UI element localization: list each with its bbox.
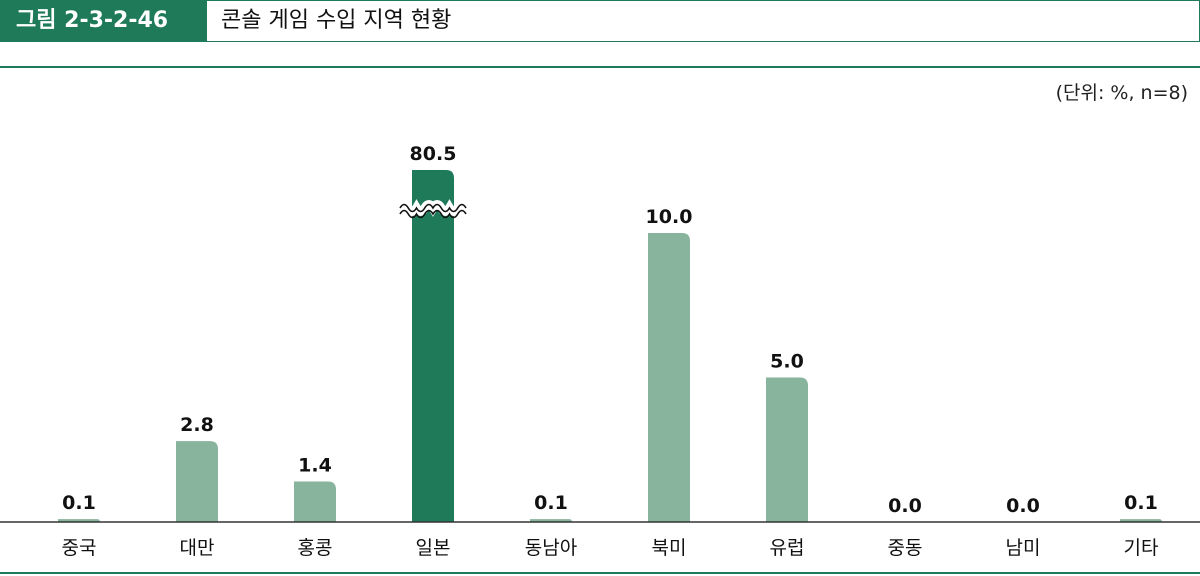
axis-break-line-2 [399, 209, 467, 219]
value-label-유럽: 5.0 [770, 351, 804, 373]
bar-유럽 [766, 377, 808, 522]
category-label-일본: 일본 [416, 537, 451, 559]
figure-number: 그림 2-3-2-46 [0, 0, 207, 42]
category-label-기타: 기타 [1124, 537, 1159, 559]
value-label-홍콩: 1.4 [298, 455, 332, 477]
bar-홍콩 [294, 481, 336, 522]
value-label-동남아: 0.1 [534, 492, 568, 514]
value-label-중국: 0.1 [62, 492, 96, 514]
axis-break-line [399, 203, 467, 213]
value-label-기타: 0.1 [1124, 492, 1158, 514]
value-label-북미: 10.0 [646, 206, 693, 228]
bar-북미 [648, 233, 690, 522]
category-label-홍콩: 홍콩 [298, 537, 333, 559]
bottom-rule [0, 572, 1200, 574]
category-label-대만: 대만 [180, 537, 215, 559]
unit-note: (단위: %, n=8) [1055, 82, 1188, 104]
category-label-유럽: 유럽 [770, 537, 805, 559]
category-label-중동: 중동 [888, 537, 923, 559]
figure-header: 그림 2-3-2-46 콘솔 게임 수입 지역 현황 [0, 0, 1200, 44]
category-label-중국: 중국 [62, 537, 97, 559]
category-label-동남아: 동남아 [525, 537, 577, 559]
bar-대만 [176, 441, 218, 522]
bar-일본 [412, 170, 454, 522]
value-label-대만: 2.8 [180, 414, 214, 436]
value-label-남미: 0.0 [1006, 495, 1040, 517]
category-label-북미: 북미 [652, 537, 687, 559]
value-label-일본: 80.5 [410, 143, 457, 165]
value-label-중동: 0.0 [888, 495, 922, 517]
category-label-남미: 남미 [1006, 537, 1041, 559]
top-rule [0, 66, 1200, 68]
figure-title: 콘솔 게임 수입 지역 현황 [207, 0, 1200, 42]
